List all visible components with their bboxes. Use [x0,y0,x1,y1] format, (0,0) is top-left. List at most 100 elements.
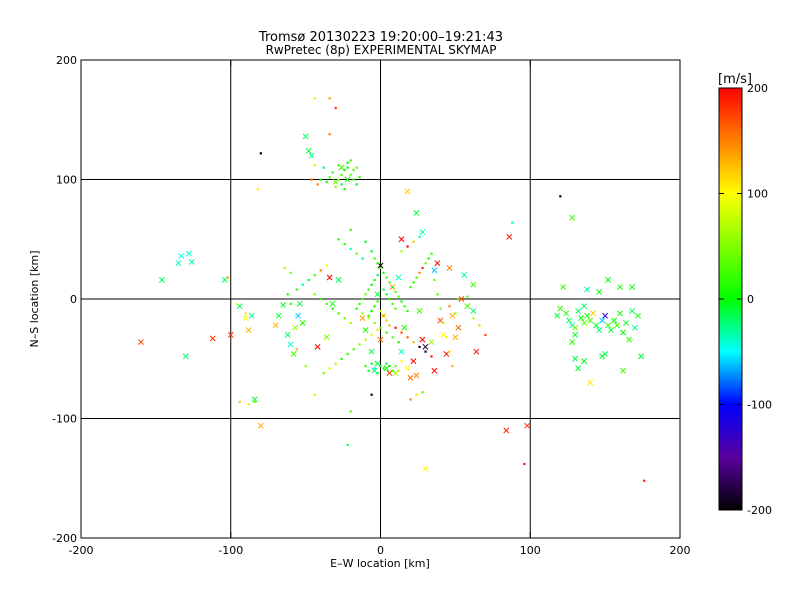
y-tick-label: 200 [56,54,77,67]
scatter-point-x [188,259,195,265]
scatter-point-dot [337,164,340,167]
scatter-point-dot [367,288,370,291]
scatter-point-x [137,339,144,345]
scatter-point-x [287,341,294,348]
scatter-point-x [632,324,639,331]
scatter-point-x [572,331,579,338]
scatter-point-dot [382,314,385,317]
scatter-point-dot [340,173,343,176]
scatter-point-dot [382,367,385,370]
scatter-point-dot [427,257,430,260]
scatter-point-x [581,358,588,365]
scatter-point-dot [370,362,373,365]
scatter-point-dot [364,293,367,296]
scatter-point-dot [247,403,250,406]
scatter-point-x [368,348,375,355]
scatter-point-dot [370,333,373,337]
scatter-point-x [446,264,453,271]
scatter-point-dot [400,360,403,363]
scatter-point-dot [346,443,349,446]
scatter-point-x [332,178,339,185]
scatter-point-dot [382,271,385,274]
scatter-point-dot [391,336,394,339]
scatter-point-x [422,465,429,472]
scatter-point-dot [370,309,373,313]
x-tick-label: 0 [377,544,384,557]
scatter-point-dot [226,276,229,279]
scatter-point-dot [325,180,328,184]
scatter-point-dot [337,238,340,241]
scatter-point-x [596,288,603,295]
scatter-point-x [557,305,564,312]
scatter-point-dot [379,326,382,329]
scatter-point-x [326,274,333,281]
plot-grid [81,60,680,538]
scatter-point-x [623,319,630,326]
scatter-point-dot [454,312,457,315]
scatter-point-x [280,302,287,308]
scatter-point-x [185,250,192,257]
chart-title: Tromsø 20130223 19:20:00–19:21:43 [258,30,503,45]
scatter-point-dot [295,288,298,291]
scatter-point-x [323,334,330,341]
scatter-point-dot [313,293,316,296]
scatter-point-x [581,303,588,310]
scatter-point-x [431,367,438,374]
scatter-point-dot [331,307,334,310]
scatter-point-x [295,312,302,319]
scatter-point-dot [238,400,241,403]
scatter-point-dot [412,281,415,284]
x-tick-label: -100 [218,544,243,557]
scatter-point-dot [379,309,382,313]
scatter-point-x [359,315,366,322]
scatter-point-dot [382,288,385,291]
scatter-point-dot [376,274,379,277]
scatter-point-x [257,422,264,429]
scatter-point-dot [370,283,373,286]
scatter-point-x [221,276,228,283]
scatter-point-x [428,339,435,345]
scatter-point-x [398,348,405,355]
x-tick-label: -200 [69,544,94,557]
scatter-point-dot [355,307,358,310]
scatter-point-x [593,322,600,329]
scatter-point-x [620,367,627,374]
y-tick-label: -200 [52,532,77,545]
scatter-point-dot [385,331,388,334]
scatter-point-x [398,236,405,243]
scatter-point-dot [286,293,289,296]
scatter-point-dot [364,364,367,368]
scatter-point-dot [523,462,526,466]
scatter-point-dot [358,176,361,179]
scatter-point-dot [406,245,409,248]
scatter-point-dot [361,257,364,260]
scatter-point-x [296,300,303,307]
scatter-point-dot [244,312,247,315]
scatter-point-x [299,319,306,326]
scatter-point-dot [352,348,355,351]
scatter-point-x [404,365,411,372]
x-axis-label: E–W location [km] [330,557,430,570]
scatter-point-dot [376,262,379,265]
scatter-point-dot [289,271,292,274]
scatter-point-dot [400,250,403,253]
scatter-point-dot [421,391,424,394]
scatter-point-dot [559,195,562,198]
scatter-point-dot [352,168,355,172]
scatter-point-x [374,360,381,367]
scatter-point-x [590,310,597,317]
y-axis-label: N–S location [km] [28,250,41,347]
scatter-point-dot [349,173,352,176]
scatter-point-dot [412,240,415,243]
scatter-point-x [374,291,381,298]
scatter-point-x [344,176,351,183]
colorbar-tick-label: -200 [747,504,772,517]
scatter-point-dot [259,152,262,155]
y-tick-label: 0 [70,293,77,306]
scatter-point-dot [337,312,340,315]
scatter-point-dot [256,188,259,191]
scatter-point-x [584,286,591,293]
colorbar-ticks: -200 -100 0 100 200 [719,82,772,517]
scatter-point-x [272,322,279,329]
scatter-point-x [437,317,444,324]
